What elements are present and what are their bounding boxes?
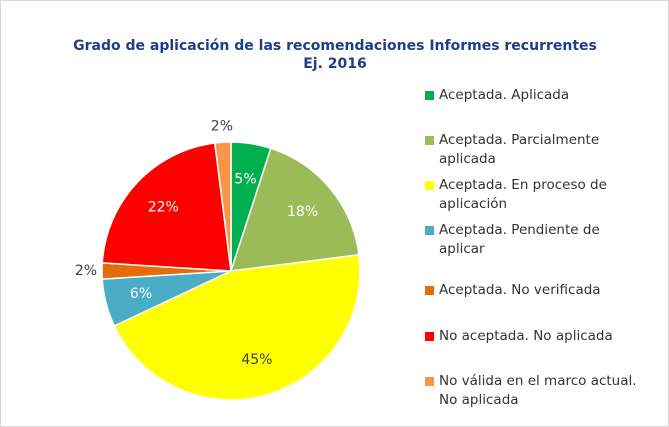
legend-label: Aceptada. No verificada bbox=[439, 282, 601, 298]
legend-item: No aceptada. No aplicada bbox=[425, 327, 649, 346]
legend-swatch bbox=[425, 91, 434, 100]
legend-item: Aceptada. Pendiente de aplicar bbox=[425, 221, 649, 259]
legend-swatch bbox=[425, 377, 434, 386]
legend-label: No aceptada. No aplicada bbox=[439, 328, 613, 344]
chart-title: Ej. 2016 bbox=[303, 56, 367, 72]
data-label: 2% bbox=[75, 263, 97, 279]
data-label: 5% bbox=[234, 171, 256, 187]
legend-swatch bbox=[425, 136, 434, 145]
legend-item: Aceptada. No verificada bbox=[425, 281, 649, 300]
pie-slice bbox=[101, 142, 232, 272]
legend-label: Aceptada. Aplicada bbox=[439, 87, 570, 103]
legend-swatch bbox=[425, 181, 434, 190]
legend-label: No válida en el marco actual. No aplicad… bbox=[439, 373, 637, 408]
data-label: 18% bbox=[287, 204, 318, 220]
legend-label: Aceptada. Parcialmente aplicada bbox=[439, 132, 600, 167]
legend-swatch bbox=[425, 226, 434, 235]
data-label: 22% bbox=[148, 199, 179, 215]
legend-item: Aceptada. Aplicada bbox=[425, 86, 649, 105]
legend-label: Aceptada. Pendiente de aplicar bbox=[439, 222, 600, 257]
legend-swatch bbox=[425, 332, 434, 341]
legend-swatch bbox=[425, 286, 434, 295]
legend-item: No válida en el marco actual. No aplicad… bbox=[425, 372, 649, 410]
pie-slice bbox=[213, 141, 232, 272]
pie-slice bbox=[113, 253, 361, 401]
data-label: 45% bbox=[241, 352, 272, 368]
legend-item: Aceptada. En proceso de aplicación bbox=[425, 176, 649, 214]
data-label: 6% bbox=[130, 286, 152, 302]
legend-label: Aceptada. En proceso de aplicación bbox=[439, 177, 607, 212]
legend-item: Aceptada. Parcialmente aplicada bbox=[425, 131, 649, 169]
chart-title: Grado de aplicación de las recomendacion… bbox=[73, 38, 597, 54]
pie-slice bbox=[229, 147, 360, 272]
data-label: 2% bbox=[211, 118, 233, 134]
